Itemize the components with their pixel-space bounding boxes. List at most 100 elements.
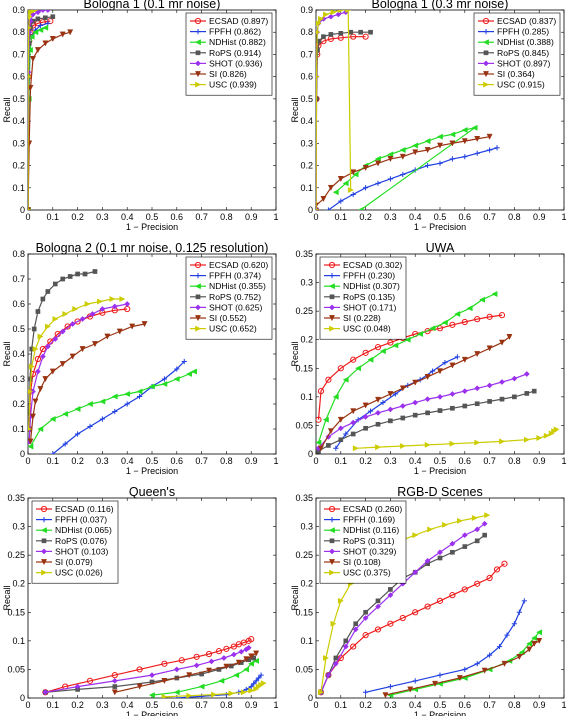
y-tick-label: 0 [20,205,25,215]
legend-label: SI (0.826) [209,69,247,79]
legend-label: FPFH (0.037) [55,515,107,525]
data-point-shot [230,651,237,658]
data-point-fpfh [496,643,503,650]
data-point-rops [363,425,368,431]
x-tick-label: 1 [561,456,566,466]
data-point-ecsad [215,648,223,655]
y-tick-label: 0.3 [300,278,313,288]
legend-marker [329,273,335,279]
data-point-shot [332,660,339,667]
series-line-si [316,136,490,207]
data-point-si [436,368,444,375]
data-point-usc [553,426,560,433]
data-point-fpfh [37,22,43,29]
data-point-ecsad [501,560,508,567]
x-tick-label: 0.1 [335,456,348,466]
data-point-shot [499,379,505,385]
data-point-rops [60,276,66,282]
data-point-shot [245,644,252,651]
legend-marker [195,50,201,56]
data-point-ndhist [471,124,478,131]
data-point-fpfh [454,354,460,360]
x-tick-label: 0.8 [220,700,233,710]
data-point-ndhist [243,666,250,673]
data-point-usc [119,295,126,303]
data-point-si [29,56,36,63]
data-point-si [59,361,66,368]
data-point-shot [69,321,76,327]
data-point-usc [323,654,330,662]
data-point-si [49,368,56,375]
data-point-ndhist [342,180,349,187]
data-point-ndhist [37,425,44,433]
data-point-fpfh [248,683,254,690]
legend-label: ECSAD (0.116) [55,504,114,514]
y-tick-label: 0.1 [12,424,25,434]
x-axis-label: 1 − Precision [126,466,178,476]
data-point-fpfh [487,652,493,658]
data-point-ndhist [526,640,533,647]
x-tick-label: 0 [313,700,318,710]
data-point-shot [173,666,180,673]
data-point-si [28,438,34,445]
series-line-fpfh [365,600,525,693]
data-point-si [350,408,357,415]
legend-label: RoPS (0.752) [209,292,261,302]
data-point-ecsad [436,597,444,604]
legend: ECSAD (0.260)FPFH (0.169)NDHist (0.116)R… [319,500,407,584]
data-point-usc [32,345,39,353]
data-point-fpfh [161,376,167,382]
legend-marker [195,294,201,300]
x-tick-label: 0.2 [71,212,84,222]
data-point-si [186,672,193,679]
data-point-shot [39,10,46,13]
data-point-rops [67,274,73,279]
y-tick-label: 0.25 [7,550,25,560]
legend-marker [41,569,48,576]
data-point-ecsad [74,318,81,325]
data-point-ecsad [223,645,230,652]
data-point-fpfh [124,401,130,407]
legend-label: SHOT (0.329) [343,546,396,556]
series-line-ndhist [317,293,495,443]
data-point-fpfh [521,598,527,604]
data-point-si [116,328,123,335]
data-point-ndhist [399,146,406,154]
data-point-ndhist [322,416,329,423]
data-point-rops [482,532,487,538]
data-point-si [350,169,357,176]
x-tick-label: 0.8 [220,212,233,222]
data-point-ecsad [474,316,481,323]
data-point-ndhist [111,393,118,400]
data-point-si [399,385,406,392]
data-point-fpfh [251,681,257,687]
y-tick-label: 0.1 [12,183,25,193]
data-point-usc [543,432,550,439]
data-point-usc [316,20,322,27]
data-point-si [387,391,394,398]
x-tick-label: 0.6 [459,212,472,222]
x-tick-label: 0.9 [245,456,258,466]
legend-label: USC (0.048) [343,324,391,334]
data-point-ecsad [350,643,357,650]
data-point-ndhist [233,672,240,679]
y-tick-label: 0.2 [300,161,313,171]
data-point-usc [228,690,235,697]
legend-label: SHOT (0.897) [497,58,550,68]
data-point-ndhist [28,33,35,40]
data-point-fpfh [363,185,369,191]
chart-4: 0 0.1 0.2 0.3 0.4 0.5 0.6 0.7 0.8 0.9 1 0 0.05 0.1 0.1… [290,241,567,476]
data-point-si [42,40,49,47]
data-point-ndhist [332,393,339,400]
data-point-shot [461,532,468,539]
y-tick-label: 0.25 [295,550,313,560]
legend-marker [482,71,490,78]
data-point-si [456,675,463,682]
data-point-shot [424,396,431,403]
data-point-ecsad [362,632,369,639]
y-tick-label: 0.15 [295,363,313,373]
legend-marker [41,517,47,523]
data-point-rops [499,396,505,402]
data-point-fpfh [174,366,180,372]
y-tick-label: 0.4 [12,349,25,359]
